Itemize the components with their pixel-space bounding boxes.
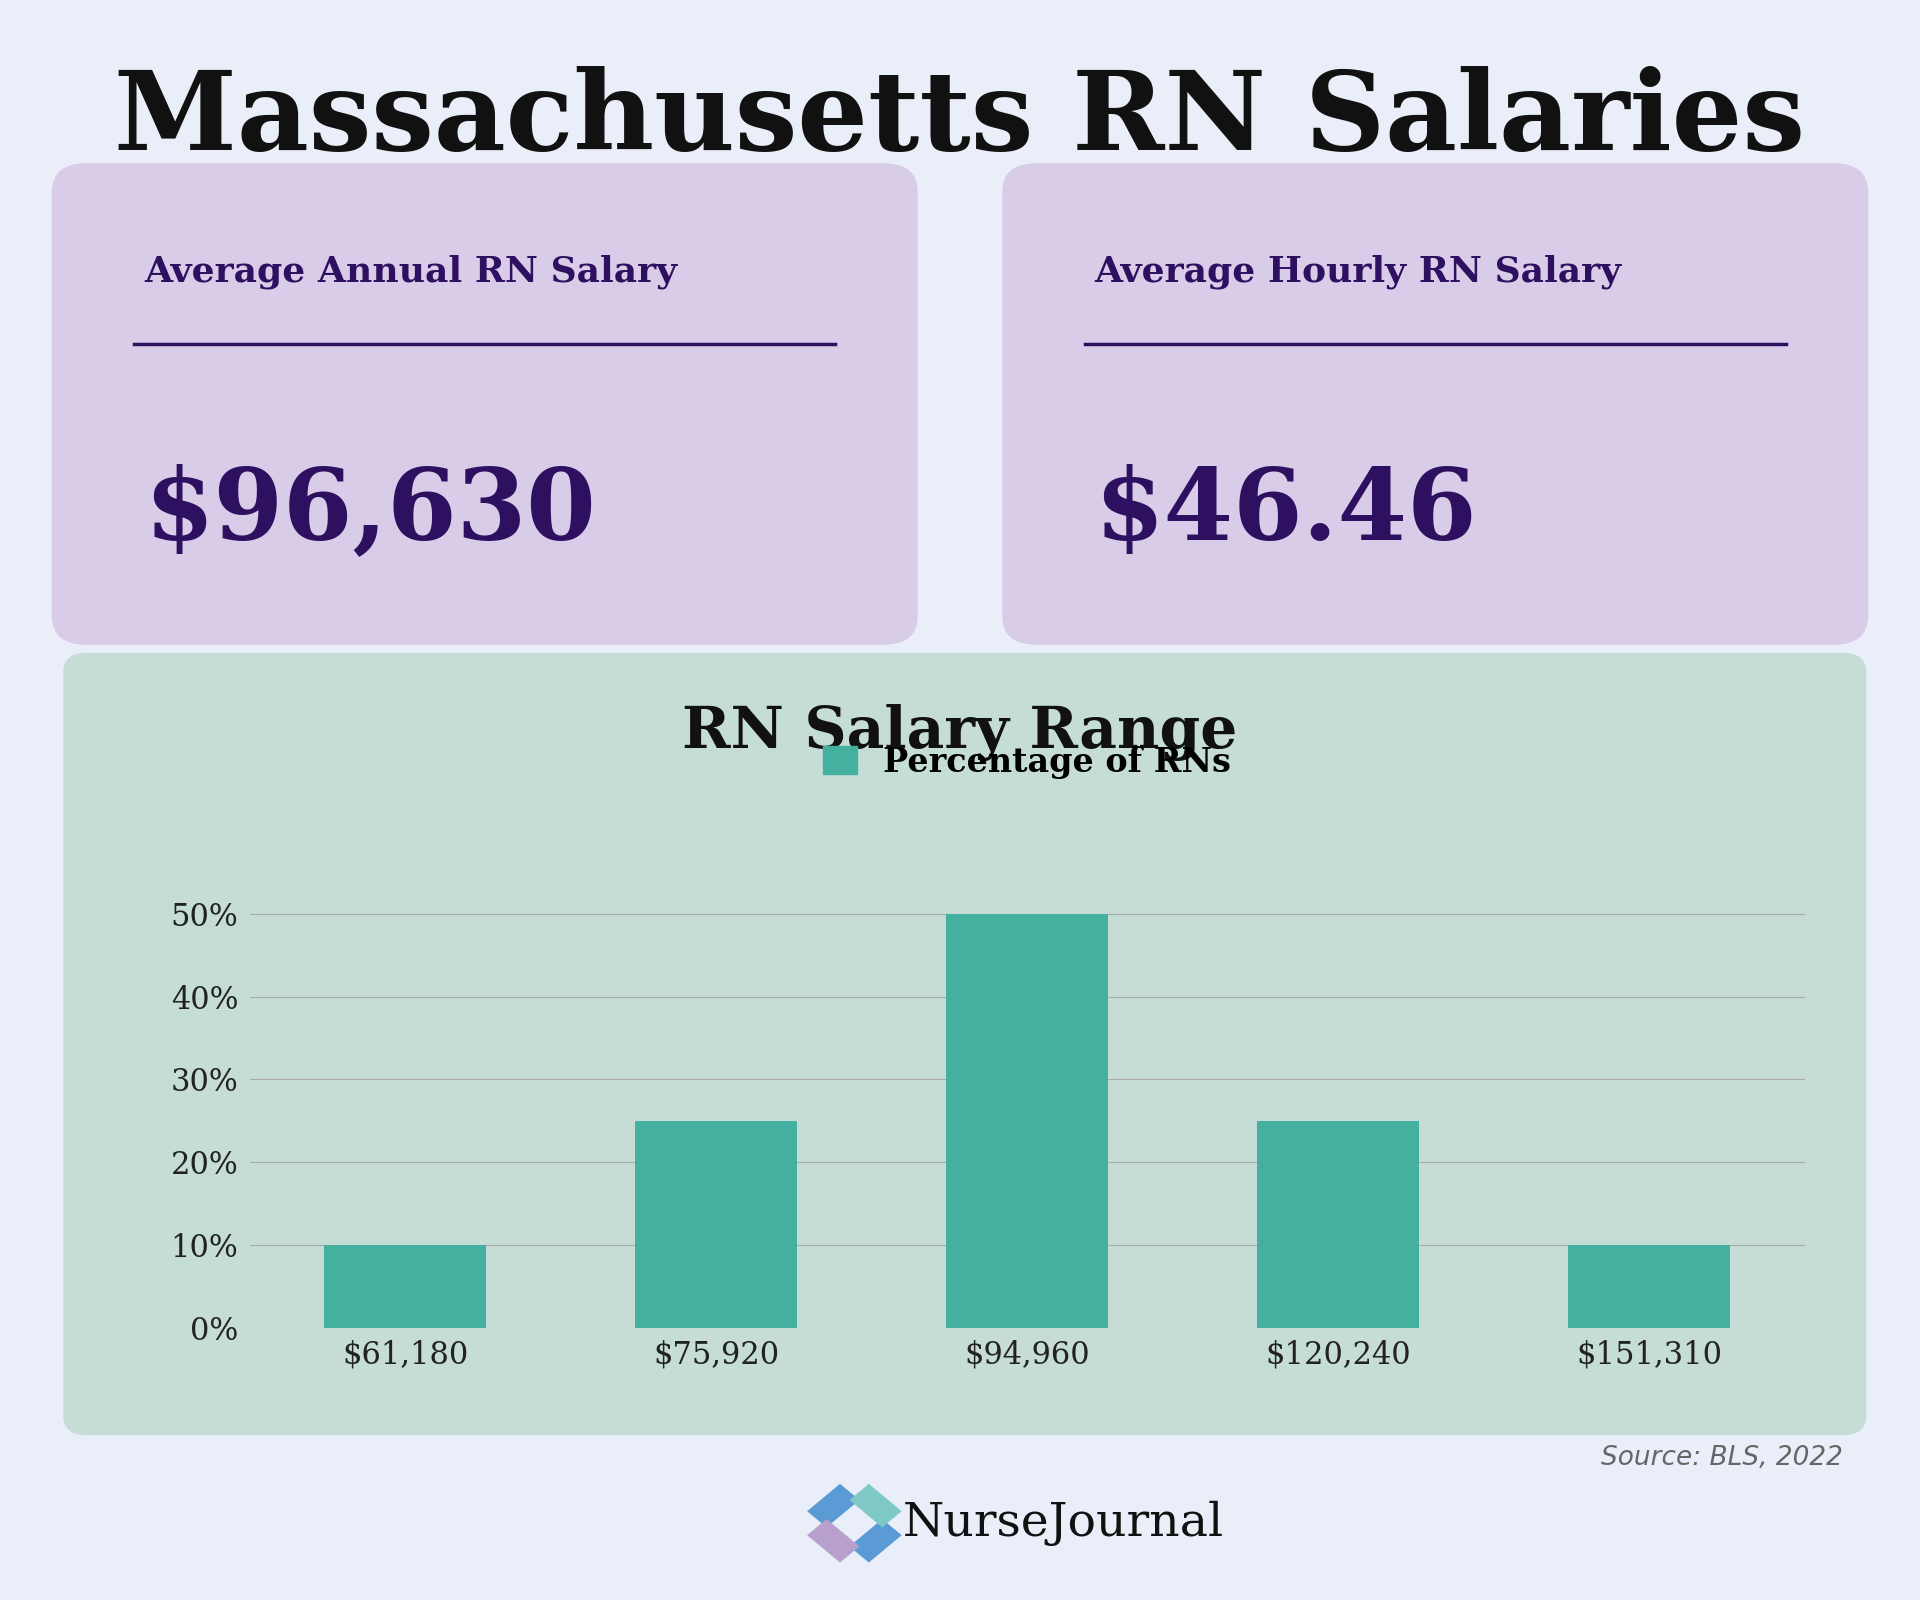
FancyBboxPatch shape bbox=[63, 653, 1866, 1435]
Bar bbox=[324, 1245, 486, 1328]
FancyBboxPatch shape bbox=[52, 163, 918, 645]
FancyBboxPatch shape bbox=[806, 1483, 860, 1528]
Bar bbox=[636, 1122, 797, 1328]
Legend: Percentage of RNs: Percentage of RNs bbox=[810, 733, 1244, 792]
Text: $96,630: $96,630 bbox=[144, 464, 595, 560]
FancyBboxPatch shape bbox=[1002, 163, 1868, 645]
Bar bbox=[1258, 1122, 1419, 1328]
Text: Source: BLS, 2022: Source: BLS, 2022 bbox=[1601, 1445, 1843, 1470]
Bar bbox=[1569, 1245, 1730, 1328]
Text: RN Salary Range: RN Salary Range bbox=[682, 704, 1238, 762]
FancyBboxPatch shape bbox=[849, 1518, 902, 1563]
Text: Average Annual RN Salary: Average Annual RN Salary bbox=[144, 254, 678, 290]
Text: Average Hourly RN Salary: Average Hourly RN Salary bbox=[1094, 254, 1622, 290]
Text: NurseJournal: NurseJournal bbox=[902, 1501, 1223, 1546]
Bar bbox=[947, 914, 1108, 1328]
Text: Massachusetts RN Salaries: Massachusetts RN Salaries bbox=[115, 67, 1805, 173]
Text: $46.46: $46.46 bbox=[1094, 464, 1476, 560]
FancyBboxPatch shape bbox=[806, 1518, 860, 1563]
FancyBboxPatch shape bbox=[849, 1483, 902, 1528]
